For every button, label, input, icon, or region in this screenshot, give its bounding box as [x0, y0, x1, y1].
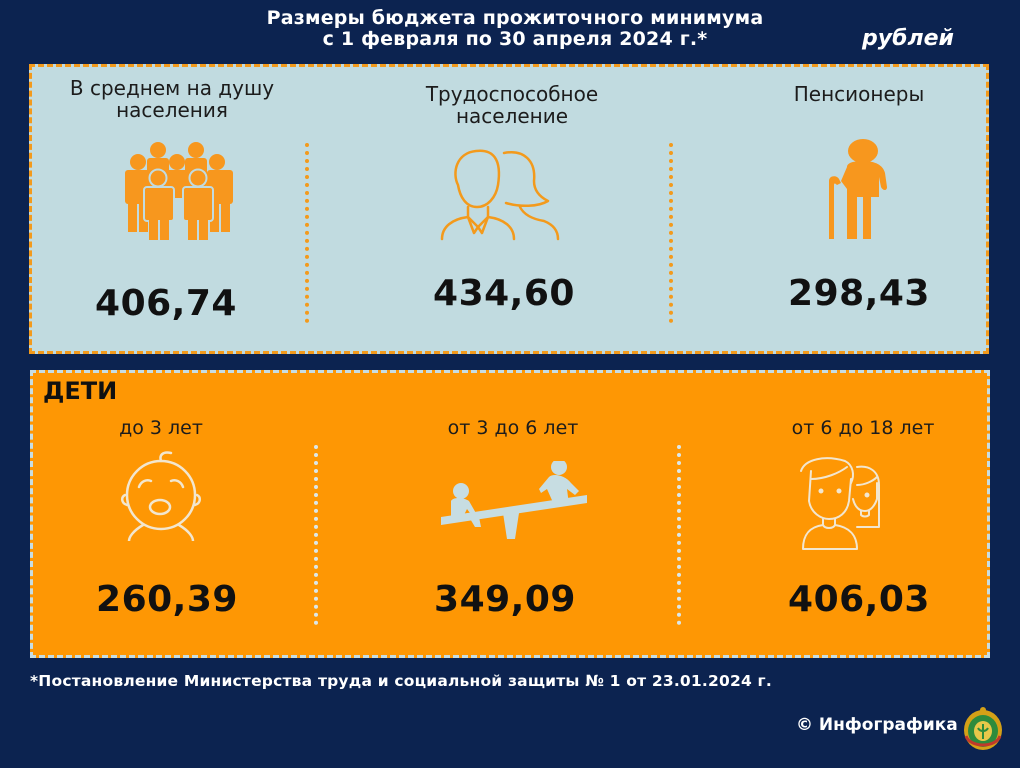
- divider: [669, 143, 673, 323]
- title-line-2: с 1 февраля по 30 апреля 2024 г.*: [322, 28, 708, 50]
- working-age-value: 434,60: [433, 273, 575, 314]
- man-woman-outline-icon: [440, 149, 560, 241]
- per-capita-card: В среднем на душу населения 406,74: [42, 77, 302, 347]
- children-panel: ДЕТИ до 3 лет 260,39 от 3 до 6 лет: [30, 370, 990, 658]
- teenagers-icon: [800, 457, 880, 550]
- baby-face-icon: [121, 451, 201, 541]
- coat-of-arms-icon: [964, 707, 1002, 750]
- footnote: *Постановление Министерства труда и соци…: [30, 672, 772, 690]
- pensioners-value: 298,43: [788, 273, 930, 314]
- per-capita-value: 406,74: [95, 283, 237, 324]
- age-0-3-label: до 3 лет: [119, 417, 203, 439]
- age-0-3-value: 260,39: [96, 579, 238, 620]
- age-0-3-card: до 3 лет 260,39: [33, 417, 289, 647]
- divider: [314, 445, 318, 625]
- title-line-1: Размеры бюджета прожиточного минимума: [266, 7, 764, 29]
- crowd-icon: [125, 142, 233, 240]
- working-age-label: Трудоспособное население: [425, 82, 599, 128]
- age-3-6-label: от 3 до 6 лет: [447, 417, 579, 439]
- children-title: ДЕТИ: [43, 377, 118, 405]
- currency-unit: рублей: [862, 26, 954, 51]
- divider: [305, 143, 309, 323]
- pensioners-card: Пенсионеры 298,43: [729, 83, 989, 353]
- working-age-card: Трудоспособное население 434,60: [382, 83, 642, 353]
- age-6-18-value: 406,03: [788, 579, 930, 620]
- age-3-6-value: 349,09: [434, 579, 576, 620]
- age-6-18-card: от 6 до 18 лет 406,03: [733, 417, 993, 647]
- pensioners-label: Пенсионеры: [793, 82, 925, 106]
- credit: © Инфографика: [796, 715, 958, 735]
- age-6-18-label: от 6 до 18 лет: [791, 417, 935, 439]
- adults-panel: В среднем на душу населения 406,74: [29, 64, 989, 354]
- elderly-with-cane-icon: [829, 139, 887, 239]
- seesaw-kids-icon: [441, 461, 587, 539]
- age-3-6-card: от 3 до 6 лет 349,09: [383, 417, 643, 647]
- page-title: Размеры бюджета прожиточного минимума с …: [150, 8, 880, 50]
- divider: [677, 445, 681, 625]
- per-capita-label: В среднем на душу населения: [69, 76, 275, 122]
